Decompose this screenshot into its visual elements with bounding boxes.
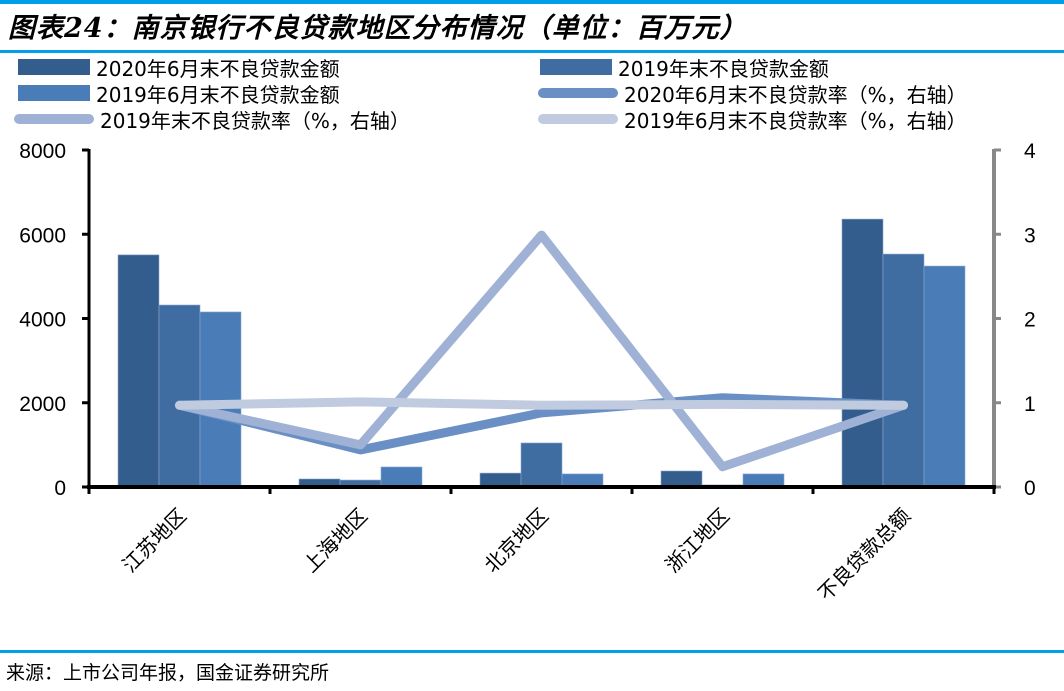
legend-swatch-line-icon <box>538 88 618 98</box>
left-axis-tick-label: 2000 <box>19 393 66 416</box>
bar <box>380 466 423 488</box>
legend-swatch-bar-icon <box>540 59 612 75</box>
bar <box>882 253 925 488</box>
legend-label: 2019年末不良贷款金额 <box>618 56 829 81</box>
legend-label: 2020年6月末不良贷款率（%，右轴） <box>624 82 967 107</box>
right-axis-tick-label: 0 <box>1024 477 1036 500</box>
bar <box>479 472 522 488</box>
chart-title: 图表24：南京银行不良贷款地区分布情况（单位：百万元） <box>8 13 748 44</box>
bar <box>199 311 242 488</box>
category-label: 不良贷款总额 <box>813 504 915 606</box>
category-label: 江苏地区 <box>117 504 191 578</box>
left-axis-tick-label: 6000 <box>19 224 66 247</box>
legend-label: 2019年6月末不良贷款金额 <box>96 82 340 107</box>
top-rule <box>0 0 1064 4</box>
bar <box>520 442 563 488</box>
bar <box>158 304 201 488</box>
bar <box>660 470 703 488</box>
legend-swatch-line-icon <box>538 114 618 124</box>
bar <box>923 265 966 488</box>
legend-item-2019h1-rate: 2019年6月末不良贷款率（%，右轴） <box>538 106 967 133</box>
bar <box>841 218 884 488</box>
category-label: 浙江地区 <box>660 504 734 578</box>
bar <box>117 254 160 488</box>
legend-item-2019ye-rate: 2019年末不良贷款率（%，右轴） <box>14 106 410 133</box>
right-axis-tick-label: 2 <box>1024 309 1036 332</box>
left-axis-tick-label: 0 <box>54 477 66 500</box>
right-axis-tick-label: 4 <box>1024 140 1036 163</box>
legend-item-2020h1-rate: 2020年6月末不良贷款率（%，右轴） <box>538 80 967 107</box>
legend-item-2019ye-amount: 2019年末不良贷款金额 <box>540 54 829 81</box>
rate-line <box>175 397 908 410</box>
right-axis-tick-label: 1 <box>1024 393 1036 416</box>
right-axis-tick-label: 3 <box>1024 224 1036 247</box>
legend-swatch-line-icon <box>14 114 94 124</box>
source-note: 来源：上市公司年报，国金证券研究所 <box>6 662 330 684</box>
legend-swatch-bar-icon <box>18 59 90 75</box>
category-label: 上海地区 <box>298 504 372 578</box>
left-axis-tick-label: 4000 <box>19 309 66 332</box>
rate-line <box>175 230 908 472</box>
legend-item-2019h1-amount: 2019年6月末不良贷款金额 <box>18 80 340 107</box>
chart-legend: 2020年6月末不良贷款金额 2019年末不良贷款金额 2019年6月末不良贷款… <box>0 52 1064 134</box>
legend-item-2020h1-amount: 2020年6月末不良贷款金额 <box>18 54 340 81</box>
left-axis-tick-label: 8000 <box>19 140 66 163</box>
title-divider <box>0 50 1064 53</box>
legend-label: 2019年6月末不良贷款率（%，右轴） <box>624 108 967 133</box>
legend-label: 2020年6月末不良贷款金额 <box>96 56 340 81</box>
legend-swatch-bar-icon <box>18 85 90 101</box>
bottom-rule <box>0 650 1064 653</box>
legend-label: 2019年末不良贷款率（%，右轴） <box>100 108 410 133</box>
category-label: 北京地区 <box>479 504 553 578</box>
